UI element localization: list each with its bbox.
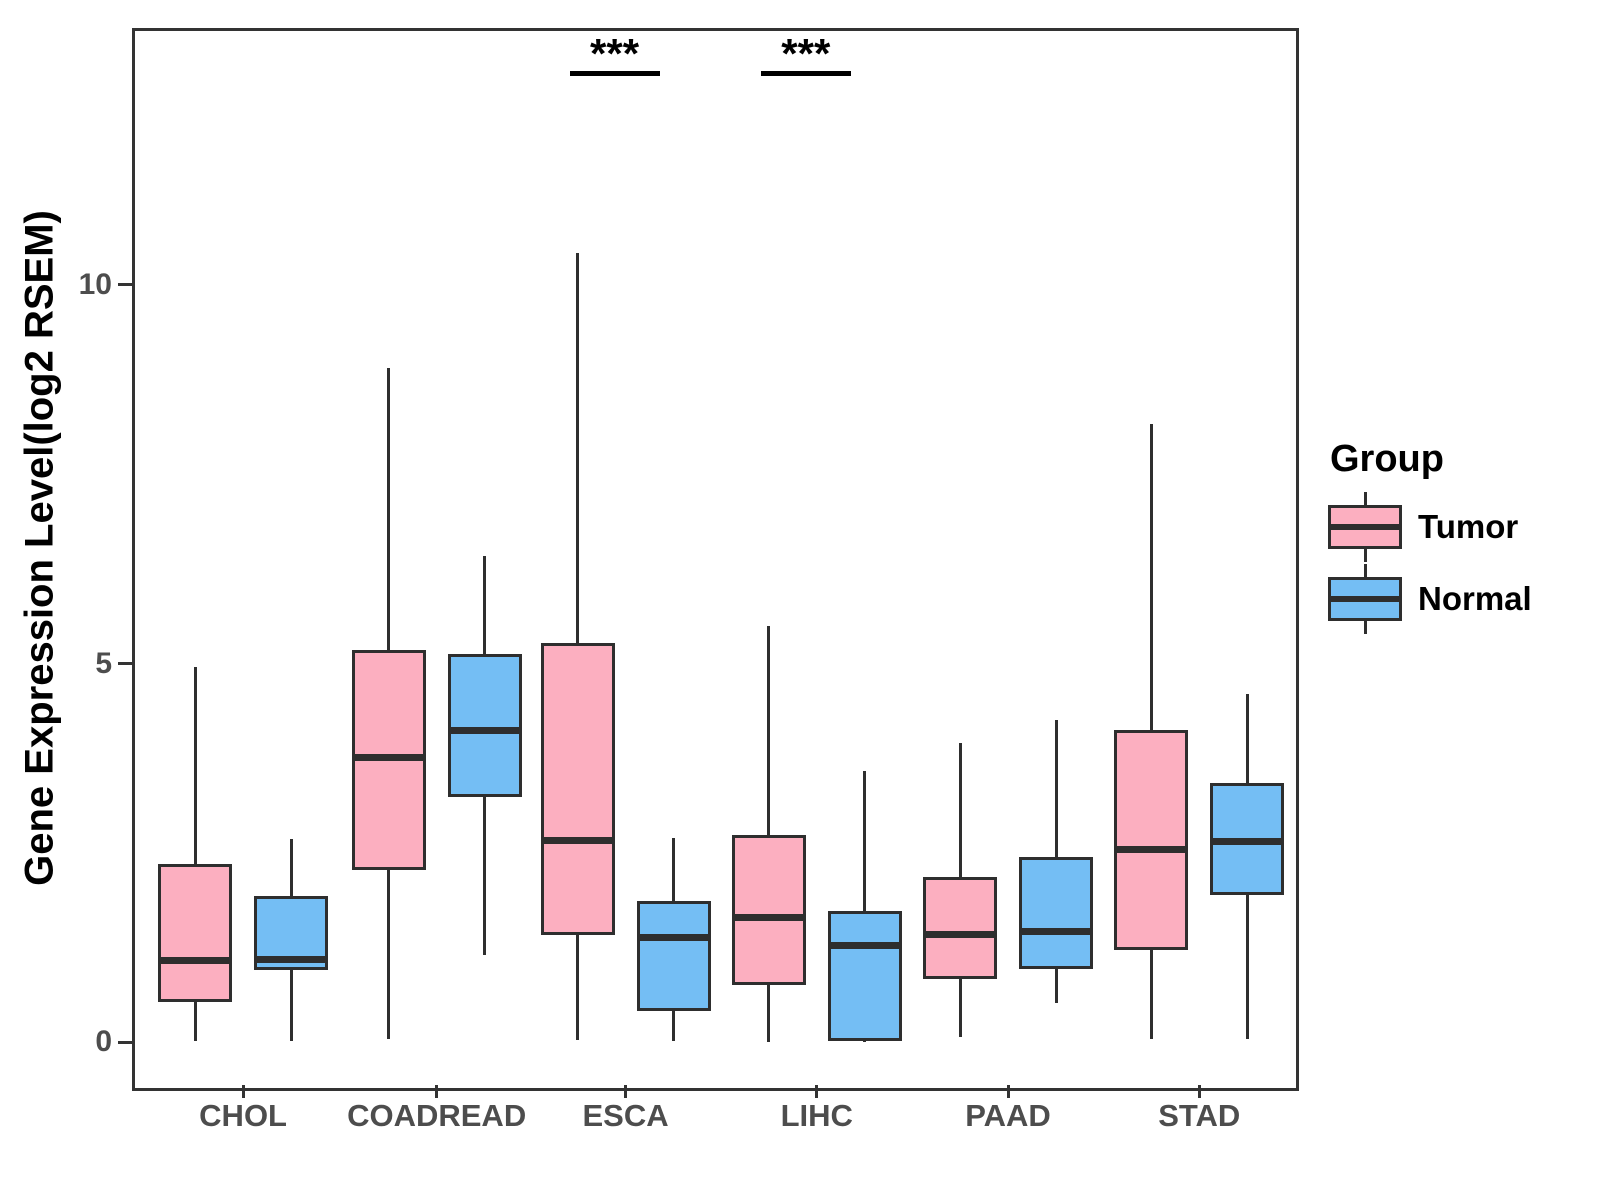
median-normal-coadread: [447, 726, 522, 734]
x-tick-mark: [1006, 1085, 1010, 1098]
box-normal-coadread: [447, 653, 522, 797]
legend-item-tumor: Tumor: [1328, 491, 1532, 563]
y-axis-title: Gene Expression Level(log2 RSEM): [17, 210, 62, 886]
legend-key-boxplot-icon: [1328, 564, 1402, 634]
box-normal-lihc: [827, 910, 902, 1041]
whisker-lower-normal-esca: [672, 1010, 676, 1041]
legend-items: Tumor Normal: [1328, 491, 1532, 635]
plot-panel: [132, 28, 1299, 1091]
y-tick-label: 10: [78, 267, 112, 301]
median-tumor-chol: [158, 957, 233, 965]
box-tumor-esca: [540, 643, 615, 935]
x-tick-mark: [624, 1085, 628, 1098]
median-tumor-coadread: [351, 754, 426, 762]
legend-key-whisker: [1363, 492, 1367, 505]
whisker-upper-normal-chol: [289, 839, 293, 897]
whisker-lower-normal-paad: [1054, 968, 1058, 1003]
whisker-lower-tumor-paad: [958, 978, 962, 1038]
whisker-lower-tumor-chol: [193, 1002, 197, 1041]
whisker-upper-tumor-stad: [1149, 424, 1153, 731]
whisker-upper-tumor-lihc: [767, 625, 771, 835]
whisker-upper-tumor-coadread: [387, 368, 391, 651]
box-normal-paad: [1019, 856, 1094, 969]
median-normal-chol: [254, 955, 329, 963]
median-normal-esca: [636, 934, 711, 942]
significance-line-esca: [569, 71, 660, 76]
legend-title: Group: [1330, 438, 1444, 480]
legend-key-boxplot-icon: [1328, 492, 1402, 562]
median-tumor-lihc: [731, 913, 806, 921]
legend-key-median: [1328, 596, 1402, 602]
box-tumor-lihc: [731, 834, 806, 985]
x-tick-mark: [815, 1085, 819, 1098]
whisker-lower-tumor-stad: [1149, 949, 1153, 1039]
box-tumor-chol: [158, 864, 233, 1003]
whisker-lower-tumor-lihc: [767, 984, 771, 1043]
x-tick-mark: [241, 1085, 245, 1098]
whisker-upper-tumor-esca: [576, 253, 580, 644]
y-tick-label: 0: [95, 1025, 112, 1059]
legend-label: Tumor: [1418, 508, 1519, 545]
whisker-upper-normal-paad: [1054, 720, 1058, 857]
whisker-upper-normal-esca: [672, 837, 676, 901]
legend-key-whisker: [1363, 564, 1367, 577]
x-tick-mark: [1197, 1085, 1201, 1098]
whisker-lower-normal-coadread: [483, 796, 487, 956]
whisker-upper-normal-coadread: [483, 556, 487, 654]
legend-label: Normal: [1418, 580, 1532, 617]
whisker-upper-tumor-paad: [958, 743, 962, 878]
x-tick-label: PAAD: [965, 1098, 1051, 1133]
x-tick-label: STAD: [1158, 1098, 1241, 1133]
median-tumor-stad: [1114, 845, 1189, 853]
legend-item-normal: Normal: [1328, 563, 1532, 635]
significance-label-esca: ***: [590, 30, 640, 77]
median-tumor-esca: [540, 837, 615, 845]
x-tick-label: LIHC: [780, 1098, 853, 1133]
box-tumor-paad: [923, 877, 998, 979]
y-tick-label: 5: [95, 646, 112, 680]
x-tick-label: COADREAD: [347, 1098, 527, 1133]
box-tumor-stad: [1114, 730, 1189, 950]
x-tick-mark: [435, 1085, 439, 1098]
x-tick-label: CHOL: [199, 1098, 287, 1133]
legend: Group Tumor Normal: [1328, 438, 1532, 635]
box-normal-esca: [636, 900, 711, 1011]
whisker-lower-tumor-coadread: [387, 869, 391, 1039]
y-tick-mark: [118, 1040, 132, 1044]
x-tick-label: ESCA: [582, 1098, 669, 1133]
whisker-lower-normal-stad: [1245, 894, 1249, 1039]
whisker-lower-normal-chol: [289, 970, 293, 1041]
median-tumor-paad: [923, 931, 998, 939]
legend-key-whisker: [1363, 549, 1367, 562]
y-tick-mark: [118, 283, 132, 287]
whisker-lower-normal-lihc: [863, 1040, 867, 1043]
significance-label-lihc: ***: [781, 30, 831, 77]
whisker-upper-normal-lihc: [863, 771, 867, 911]
significance-line-lihc: [760, 71, 851, 76]
legend-key-whisker: [1363, 621, 1367, 634]
median-normal-lihc: [827, 941, 902, 949]
median-normal-stad: [1210, 838, 1285, 846]
median-normal-paad: [1019, 927, 1094, 935]
whisker-upper-tumor-chol: [193, 666, 197, 865]
whisker-upper-normal-stad: [1245, 693, 1249, 783]
y-tick-mark: [118, 662, 132, 666]
whisker-lower-tumor-esca: [576, 934, 580, 1041]
legend-key-median: [1328, 524, 1402, 530]
